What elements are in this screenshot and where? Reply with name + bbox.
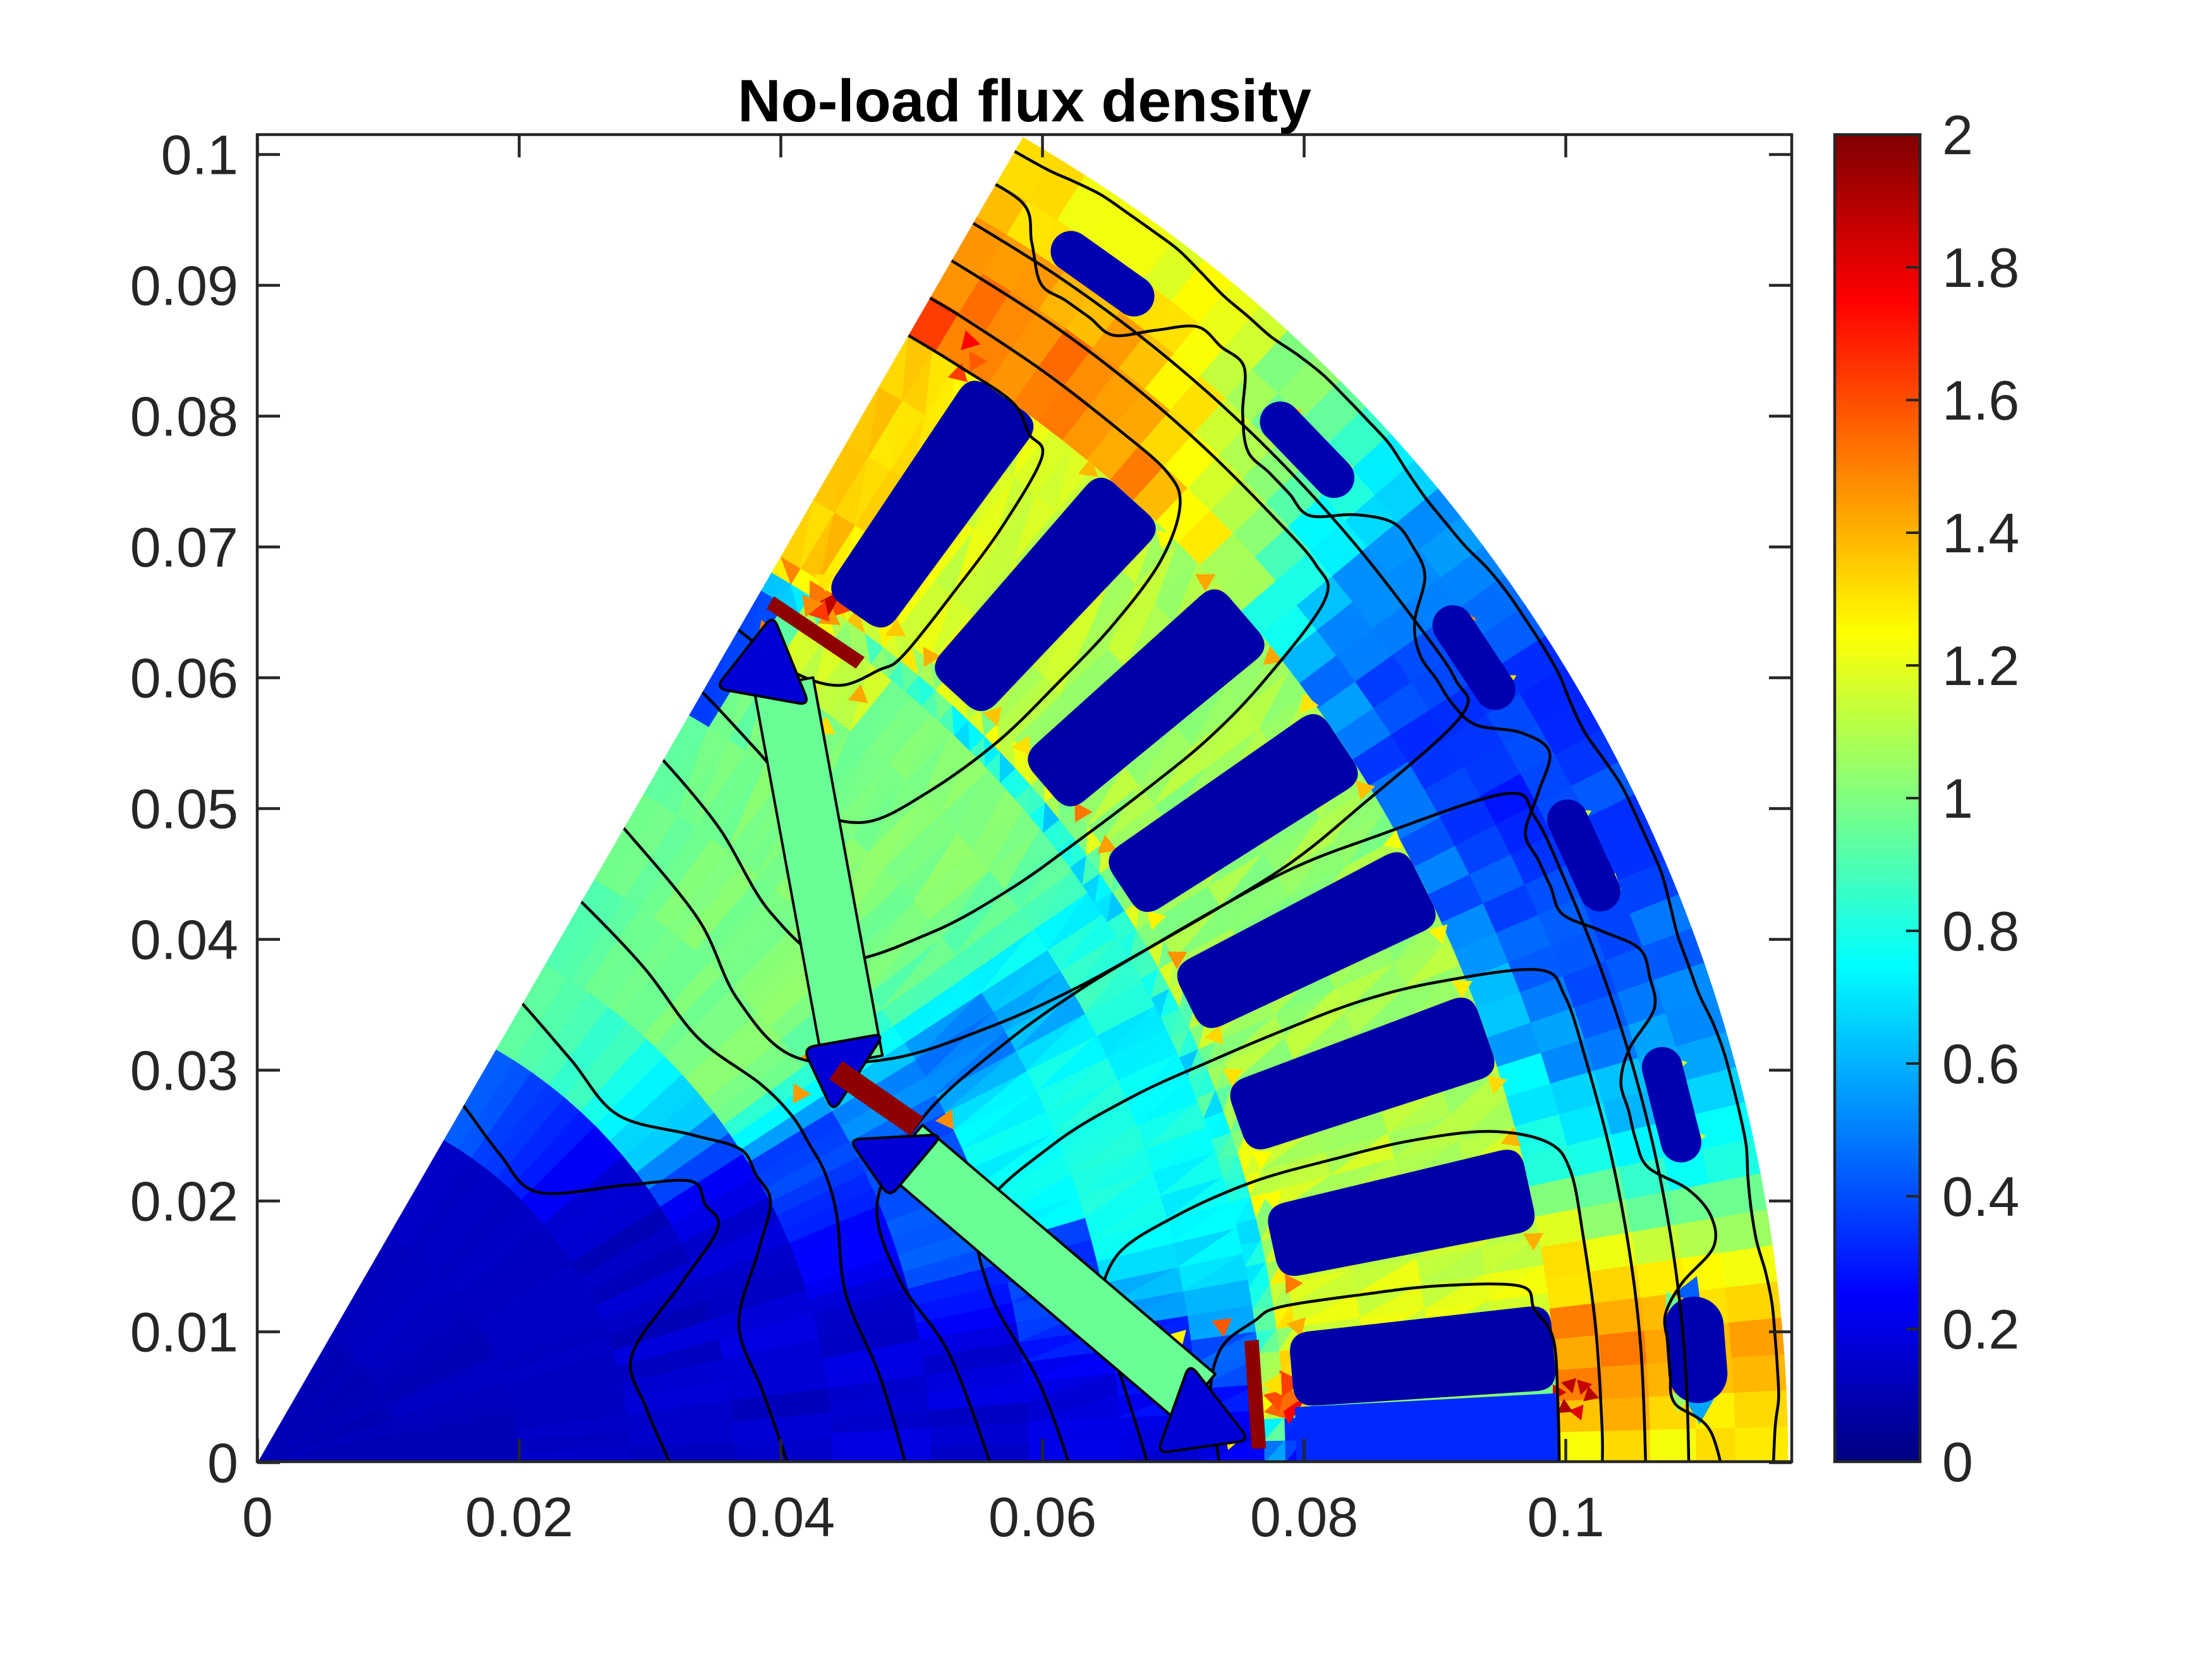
svg-text:0.08: 0.08 xyxy=(130,385,238,448)
svg-text:0.06: 0.06 xyxy=(130,647,238,710)
svg-text:0.08: 0.08 xyxy=(1250,1486,1358,1548)
svg-text:1.4: 1.4 xyxy=(1942,502,2019,564)
svg-text:0: 0 xyxy=(242,1486,273,1548)
svg-text:0.05: 0.05 xyxy=(130,778,238,840)
svg-text:0.6: 0.6 xyxy=(1942,1033,2019,1095)
svg-text:0.02: 0.02 xyxy=(465,1486,573,1548)
svg-text:1: 1 xyxy=(1942,767,1973,830)
svg-text:0.07: 0.07 xyxy=(130,516,238,579)
svg-text:0: 0 xyxy=(1942,1431,1973,1493)
svg-text:0.8: 0.8 xyxy=(1942,900,2019,962)
svg-text:0.03: 0.03 xyxy=(130,1040,238,1102)
svg-text:0.09: 0.09 xyxy=(130,255,238,317)
svg-text:0.02: 0.02 xyxy=(130,1170,238,1233)
svg-text:1.2: 1.2 xyxy=(1942,634,2019,697)
svg-text:1.6: 1.6 xyxy=(1942,369,2019,432)
svg-text:0.1: 0.1 xyxy=(1527,1486,1604,1548)
svg-text:0: 0 xyxy=(207,1432,238,1495)
svg-text:0.06: 0.06 xyxy=(988,1486,1097,1548)
svg-text:0.04: 0.04 xyxy=(130,909,238,971)
svg-text:0.1: 0.1 xyxy=(161,124,238,186)
svg-text:No-load flux density: No-load flux density xyxy=(738,68,1311,135)
svg-text:0.01: 0.01 xyxy=(130,1301,238,1364)
svg-text:0.4: 0.4 xyxy=(1942,1165,2019,1228)
svg-text:1.8: 1.8 xyxy=(1942,236,2019,299)
svg-text:0.04: 0.04 xyxy=(727,1486,835,1548)
svg-text:0.2: 0.2 xyxy=(1942,1298,2019,1361)
svg-text:2: 2 xyxy=(1942,104,1973,166)
